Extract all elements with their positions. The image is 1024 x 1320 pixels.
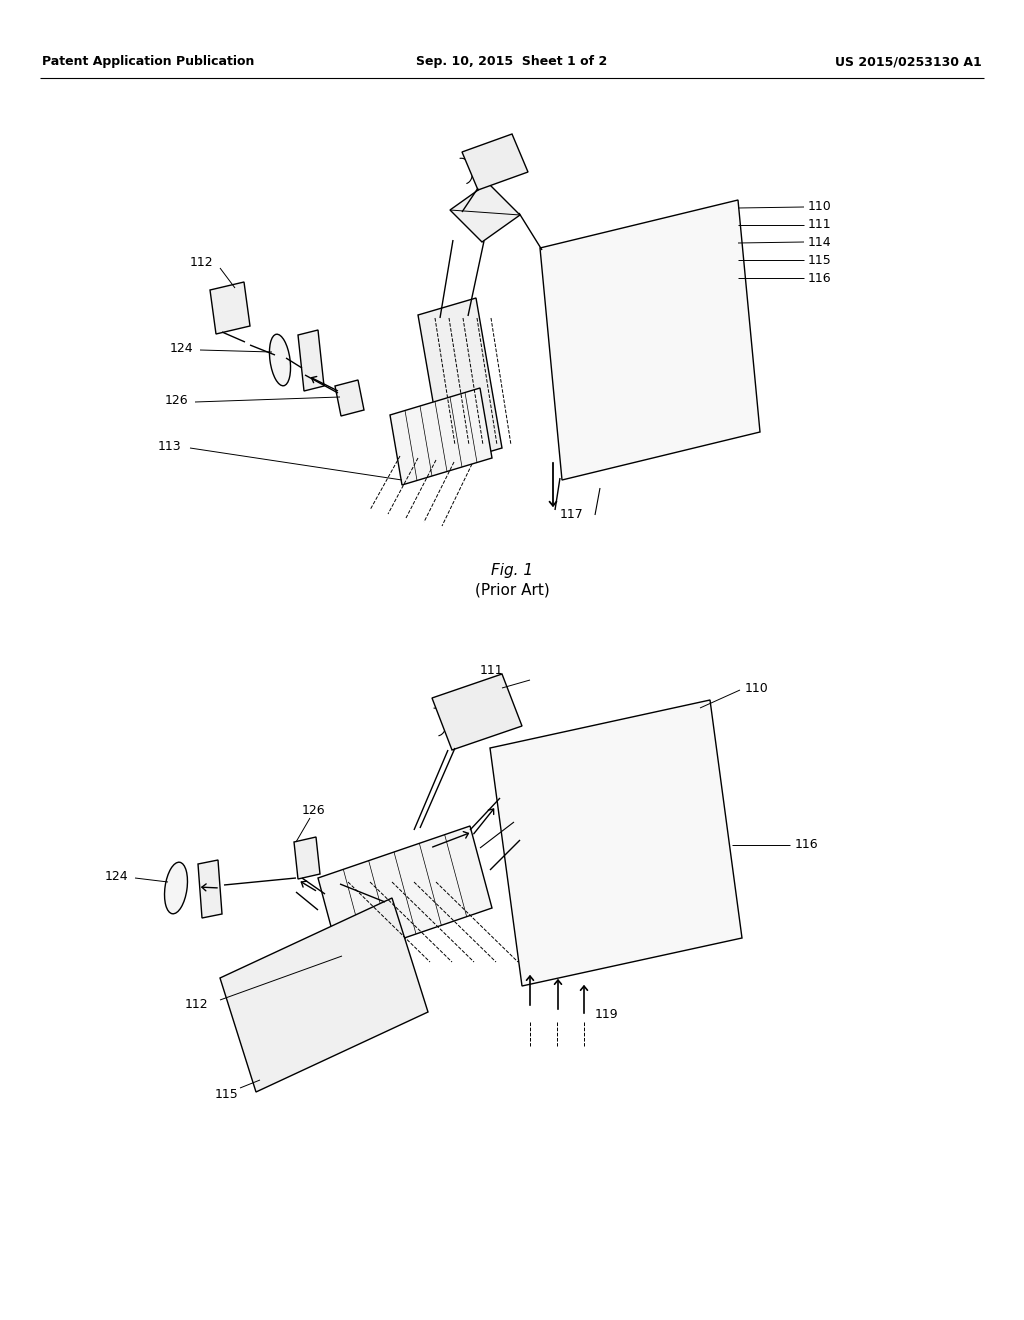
Polygon shape	[335, 380, 364, 416]
Polygon shape	[294, 837, 319, 879]
Text: 126: 126	[302, 804, 326, 817]
Polygon shape	[220, 898, 428, 1092]
Text: 115: 115	[215, 1088, 239, 1101]
Text: 114: 114	[808, 235, 831, 248]
Text: (Prior Art): (Prior Art)	[475, 582, 549, 598]
Ellipse shape	[165, 862, 187, 913]
Text: Fig. 1: Fig. 1	[490, 562, 534, 578]
Text: 117: 117	[560, 507, 584, 520]
Polygon shape	[210, 282, 250, 334]
Text: 115: 115	[808, 253, 831, 267]
Text: 110: 110	[745, 681, 769, 694]
Polygon shape	[298, 330, 324, 391]
Text: 111: 111	[808, 219, 831, 231]
Text: 124: 124	[170, 342, 194, 355]
Polygon shape	[432, 675, 522, 750]
Polygon shape	[540, 201, 760, 480]
Polygon shape	[318, 826, 492, 960]
Text: Sep. 10, 2015  Sheet 1 of 2: Sep. 10, 2015 Sheet 1 of 2	[417, 55, 607, 69]
Text: 112: 112	[190, 256, 214, 269]
Polygon shape	[462, 135, 528, 190]
Text: 116: 116	[808, 272, 831, 285]
Text: 112: 112	[185, 998, 209, 1011]
Text: 116: 116	[795, 838, 818, 851]
Text: 124: 124	[105, 870, 129, 883]
Text: 111: 111	[480, 664, 504, 676]
Polygon shape	[450, 183, 520, 242]
Polygon shape	[198, 861, 222, 917]
Text: 119: 119	[595, 1008, 618, 1022]
Text: 110: 110	[808, 201, 831, 214]
Polygon shape	[418, 298, 502, 465]
Polygon shape	[390, 388, 492, 484]
Text: US 2015/0253130 A1: US 2015/0253130 A1	[836, 55, 982, 69]
Polygon shape	[490, 700, 742, 986]
Ellipse shape	[269, 334, 291, 385]
Text: 113: 113	[158, 441, 181, 454]
Text: 126: 126	[165, 395, 188, 408]
Text: Patent Application Publication: Patent Application Publication	[42, 55, 254, 69]
